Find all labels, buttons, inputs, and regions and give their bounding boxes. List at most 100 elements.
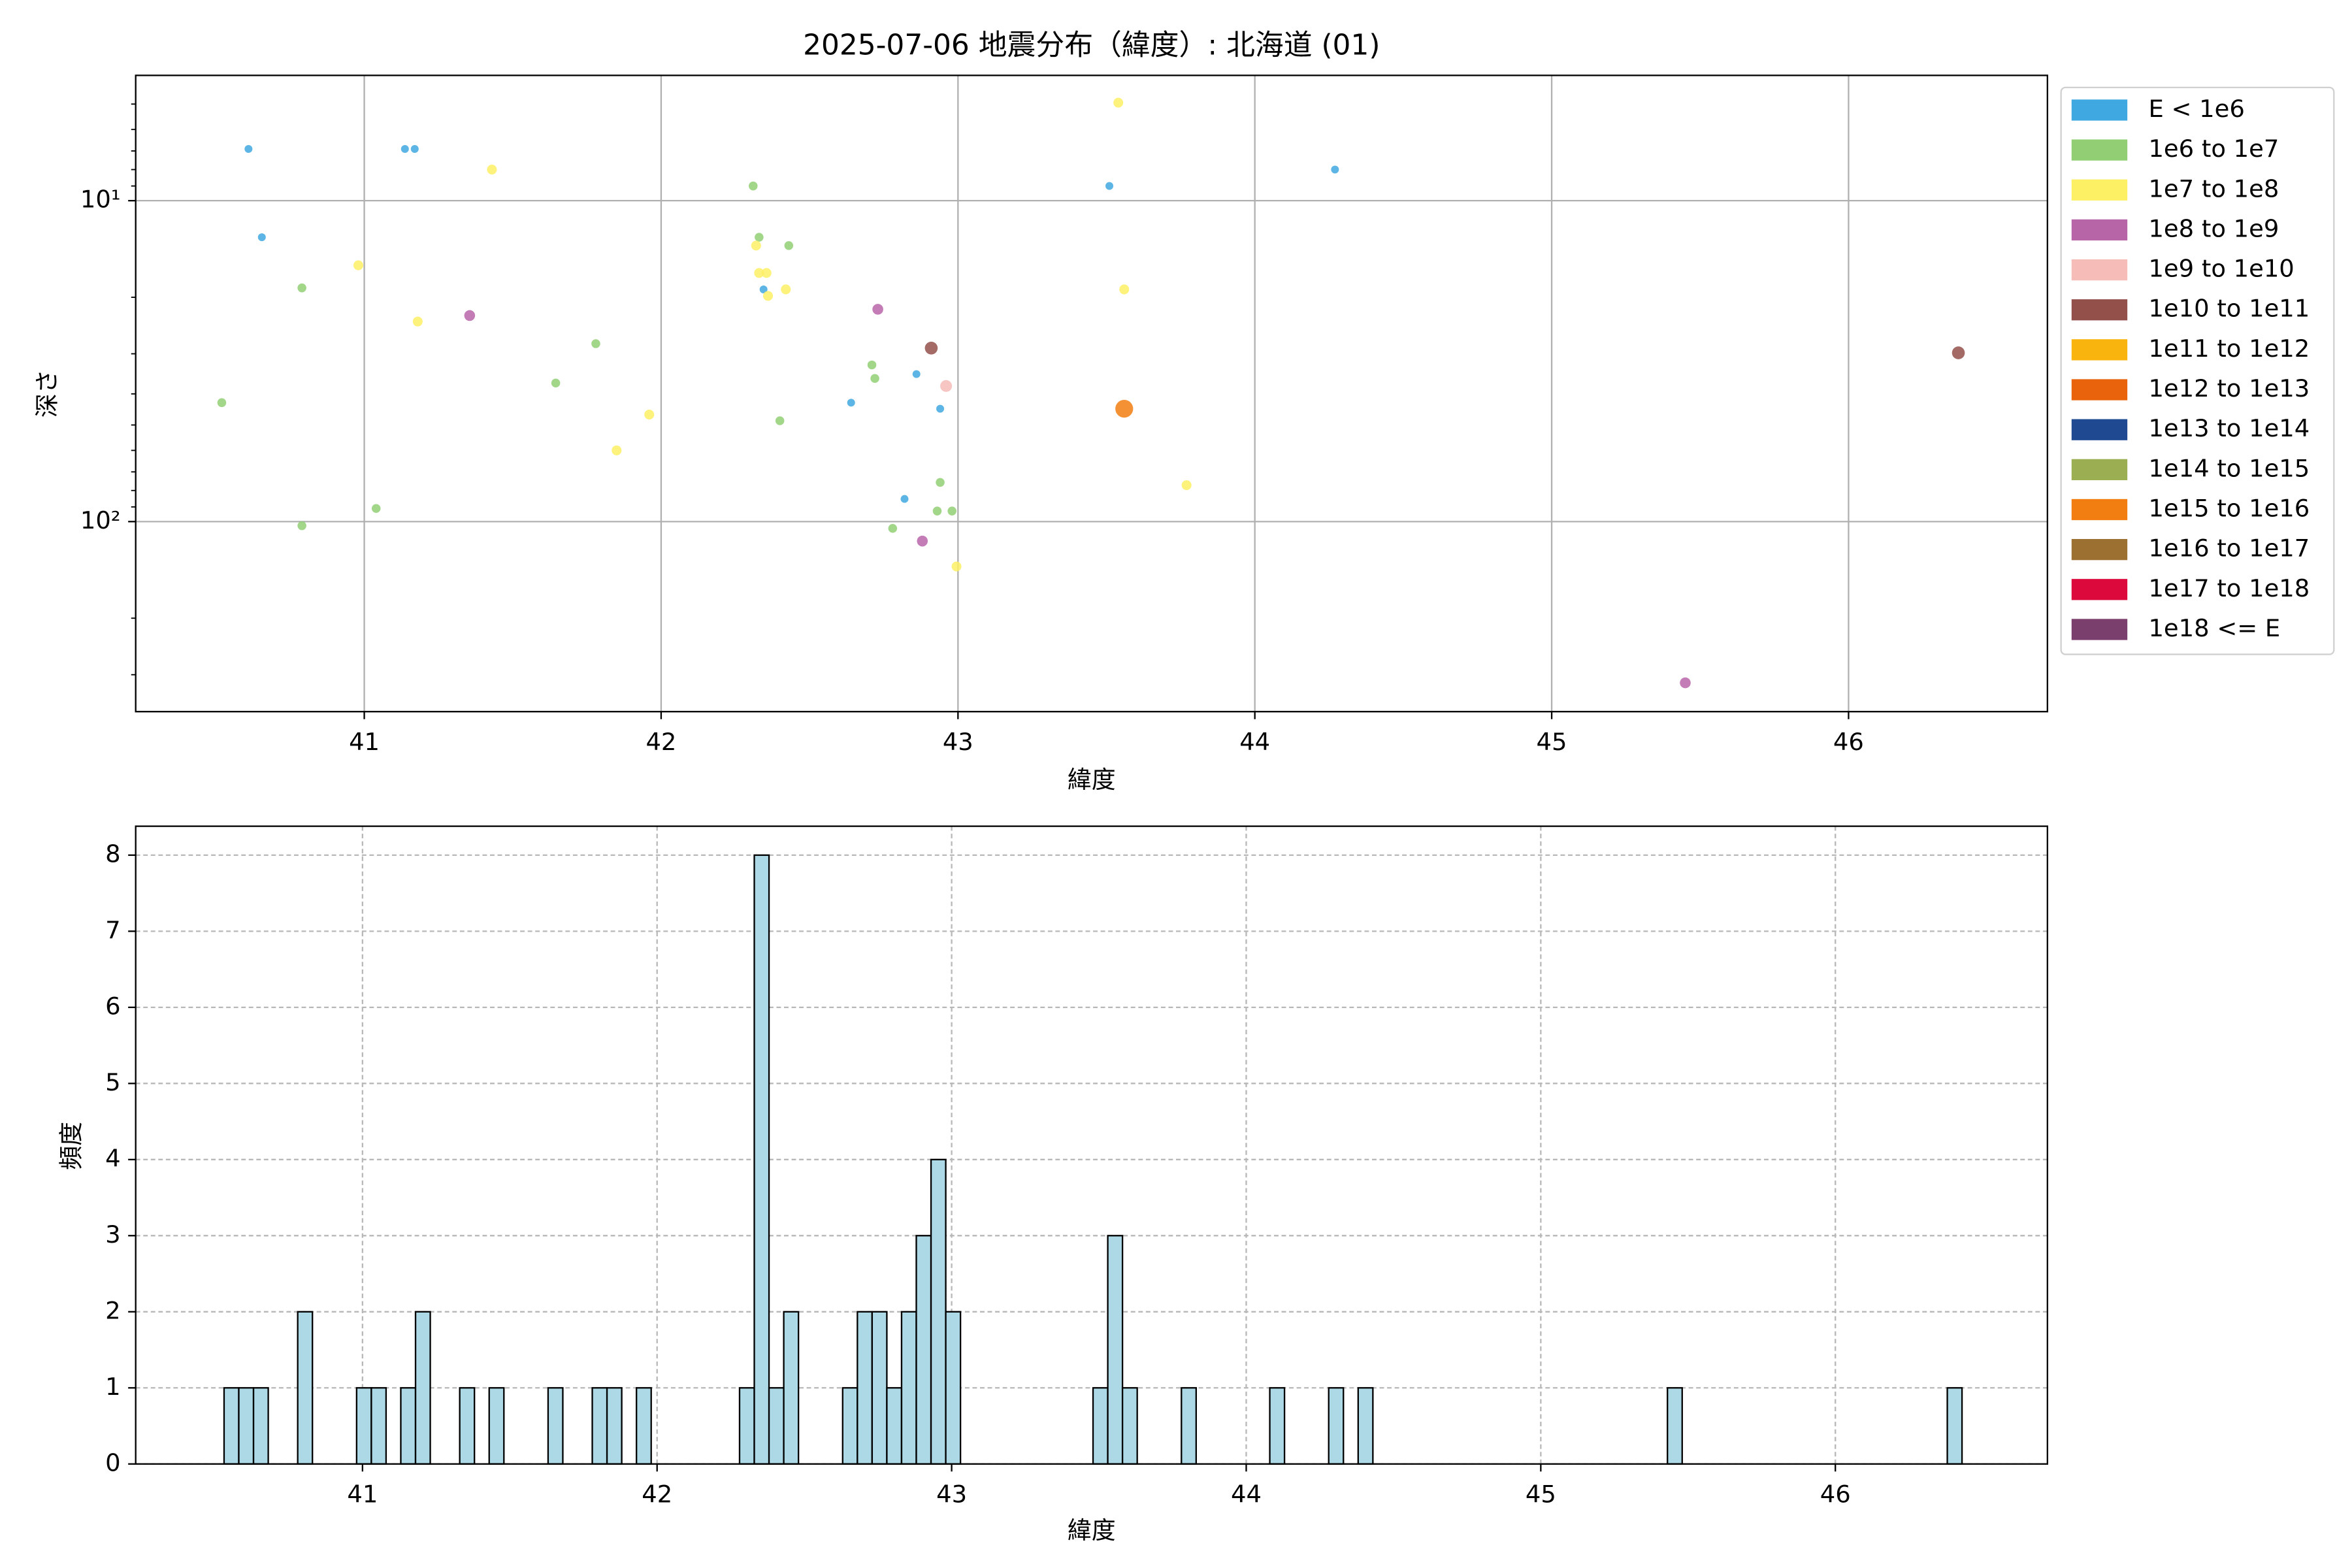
x-axis-label: 緯度 xyxy=(1068,1516,1116,1544)
legend-swatch xyxy=(2071,419,2128,440)
point xyxy=(936,404,945,413)
bar xyxy=(238,1387,255,1465)
point xyxy=(1680,677,1691,689)
bar xyxy=(930,1158,947,1465)
point xyxy=(751,240,761,251)
x-tick-label: 43 xyxy=(936,1480,967,1509)
legend-label: 1e17 to 1e18 xyxy=(2148,574,2310,602)
bar xyxy=(738,1387,755,1465)
y-tick-label: 1 xyxy=(105,1373,120,1401)
point xyxy=(1181,480,1192,491)
y-tick-label: 3 xyxy=(105,1220,120,1249)
point xyxy=(888,523,898,533)
bar xyxy=(841,1387,858,1465)
point xyxy=(947,506,956,515)
point xyxy=(932,506,942,515)
point xyxy=(1105,182,1114,190)
point xyxy=(754,268,764,278)
bar xyxy=(1121,1387,1138,1465)
point xyxy=(900,495,909,503)
point xyxy=(410,144,419,153)
bar xyxy=(547,1387,564,1465)
y-axis-label: 頻度 xyxy=(57,1122,85,1170)
point xyxy=(217,398,227,408)
bar xyxy=(252,1387,269,1465)
point xyxy=(1113,97,1124,108)
legend-label: E < 1e6 xyxy=(2148,95,2244,123)
legend-label: 1e10 to 1e11 xyxy=(2148,295,2310,323)
bar xyxy=(857,1311,874,1465)
y-tick-label: 6 xyxy=(105,992,120,1020)
point xyxy=(464,310,476,321)
y-tick-label: 5 xyxy=(105,1068,120,1096)
x-tick-label: 41 xyxy=(347,1480,378,1509)
legend-swatch xyxy=(2071,299,2128,321)
point xyxy=(257,233,266,242)
x-tick-label: 41 xyxy=(349,728,380,756)
legend-label: 1e6 to 1e7 xyxy=(2148,135,2279,163)
point xyxy=(847,399,855,407)
point xyxy=(761,268,772,278)
y-tick-label: 0 xyxy=(105,1448,120,1477)
point xyxy=(412,316,423,327)
point xyxy=(781,284,791,295)
bar xyxy=(945,1311,962,1465)
axes-frame xyxy=(135,74,2048,713)
bar xyxy=(1946,1387,1963,1465)
legend-label: 1e12 to 1e13 xyxy=(2148,374,2310,402)
point xyxy=(551,378,561,388)
point xyxy=(244,144,253,153)
chart-title: 2025-07-06 地震分布（緯度）: 北海道 (01) xyxy=(803,29,1380,62)
point xyxy=(297,521,306,531)
bar xyxy=(297,1311,314,1465)
point xyxy=(1331,165,1339,174)
bar xyxy=(223,1387,240,1465)
point xyxy=(924,341,938,355)
bar xyxy=(1667,1387,1683,1465)
x-tick-label: 46 xyxy=(1833,728,1864,756)
legend-box xyxy=(2060,86,2335,655)
legend-label: 1e16 to 1e17 xyxy=(2148,534,2310,563)
legend-swatch xyxy=(2071,619,2128,640)
legend-label: 1e7 to 1e8 xyxy=(2148,174,2279,203)
bar xyxy=(1107,1235,1124,1465)
bar xyxy=(1357,1387,1374,1465)
point xyxy=(1952,346,1965,359)
x-tick-label: 42 xyxy=(645,728,676,756)
point xyxy=(951,561,962,572)
point xyxy=(870,374,879,383)
bar xyxy=(636,1387,652,1465)
bar xyxy=(591,1387,608,1465)
bar xyxy=(783,1311,800,1465)
legend-swatch xyxy=(2071,459,2128,480)
point xyxy=(1119,284,1130,295)
legend-swatch xyxy=(2071,99,2128,121)
y-tick-label: 10¹ xyxy=(80,186,121,214)
point xyxy=(371,504,381,513)
legend-swatch xyxy=(2071,379,2128,400)
point xyxy=(1115,400,1134,418)
bar xyxy=(1181,1387,1197,1465)
legend-label: 1e15 to 1e16 xyxy=(2148,495,2310,523)
legend-label: 1e9 to 1e10 xyxy=(2148,255,2294,283)
y-axis-label: 深さ xyxy=(33,369,61,417)
axes-frame xyxy=(135,825,2048,1465)
point xyxy=(749,181,758,191)
legend-label: 1e14 to 1e15 xyxy=(2148,454,2310,482)
point xyxy=(872,304,883,315)
point xyxy=(912,370,921,378)
bar xyxy=(1269,1387,1286,1465)
legend-label: 1e13 to 1e14 xyxy=(2148,414,2310,442)
legend-swatch xyxy=(2071,339,2128,361)
legend-swatch xyxy=(2071,139,2128,161)
point xyxy=(762,291,774,301)
y-tick-label: 8 xyxy=(105,840,120,868)
point xyxy=(755,233,764,242)
legend-label: 1e8 to 1e9 xyxy=(2148,214,2279,242)
point xyxy=(297,283,306,293)
y-tick-label: 7 xyxy=(105,916,120,944)
legend-swatch xyxy=(2071,219,2128,241)
bar xyxy=(606,1387,623,1465)
